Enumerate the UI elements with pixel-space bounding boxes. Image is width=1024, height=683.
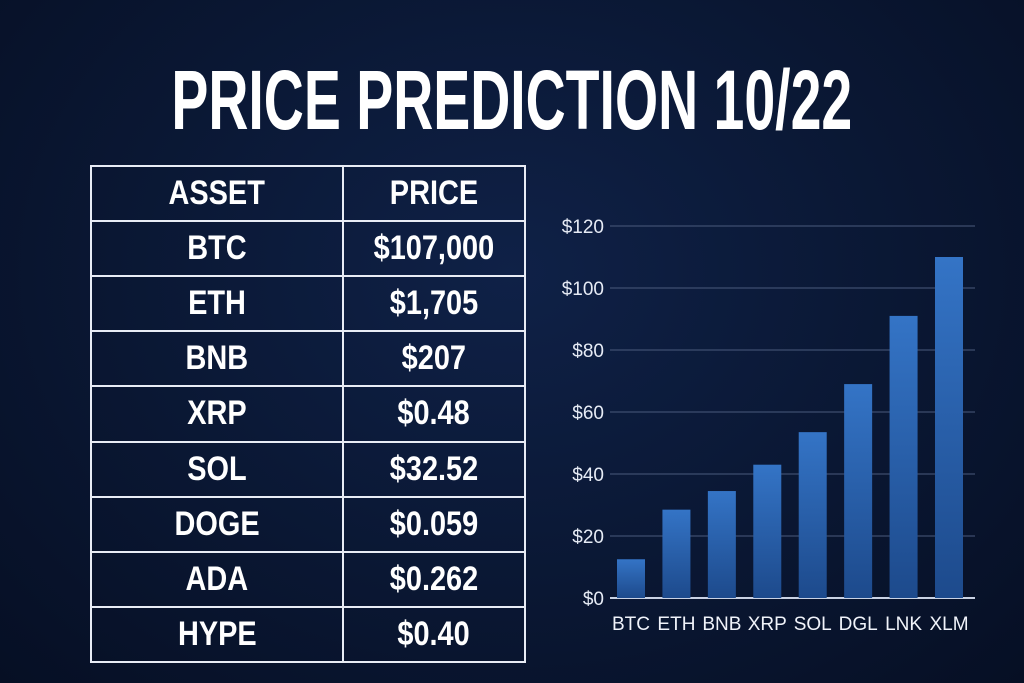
- price-cell: $207: [342, 330, 526, 388]
- table-row: ETH $1,705: [90, 275, 526, 333]
- asset-cell: SOL: [90, 440, 344, 498]
- bar: [844, 384, 873, 598]
- table-header-row: ASSET PRICE: [90, 164, 526, 223]
- table-row: ADA $0.262: [90, 550, 526, 608]
- bar: [753, 464, 782, 598]
- page-title: PRICE PREDICTION 10/22: [171, 53, 853, 147]
- asset-cell: BTC: [90, 220, 344, 278]
- asset-cell: ETH: [90, 275, 344, 333]
- asset-cell: BNB: [90, 330, 344, 388]
- table-row: BTC $107,000: [90, 220, 526, 278]
- x-tick-label: BTC: [612, 614, 650, 635]
- asset-cell: ADA: [90, 550, 344, 608]
- y-tick-label: $0: [583, 589, 604, 610]
- table-row: XRP $0.48: [90, 385, 526, 443]
- header-asset: ASSET: [90, 164, 344, 223]
- bar: [798, 432, 827, 598]
- bar: [662, 509, 691, 598]
- header-price: PRICE: [342, 164, 526, 223]
- bar: [617, 559, 645, 598]
- x-tick-label: XRP: [748, 614, 787, 635]
- price-cell: $0.40: [342, 605, 526, 664]
- bar: [935, 257, 963, 598]
- table-row: HYPE $0.40: [90, 605, 526, 664]
- asset-cell: DOGE: [90, 495, 344, 553]
- price-cell: $32.52: [342, 440, 526, 498]
- y-tick-label: $40: [572, 465, 604, 486]
- x-tick-label: BNB: [702, 614, 741, 635]
- table-row: DOGE $0.059: [90, 495, 526, 553]
- price-cell: $0.48: [342, 385, 526, 443]
- price-cell: $107,000: [342, 220, 526, 278]
- price-cell: $0.059: [342, 495, 526, 553]
- price-table: ASSET PRICE BTC $107,000 ETH $1,705 BNB $207 X…: [90, 164, 526, 664]
- x-tick-label: ETH: [657, 614, 695, 635]
- x-tick-label: LNK: [885, 614, 922, 635]
- asset-cell: XRP: [90, 385, 344, 443]
- y-tick-label: $60: [572, 403, 604, 424]
- x-tick-label: DGL: [839, 614, 878, 635]
- y-tick-label: $120: [562, 217, 604, 238]
- x-tick-label: XLM: [929, 614, 968, 635]
- bar: [889, 315, 918, 598]
- price-cell: $1,705: [342, 275, 526, 333]
- table-row: BNB $207: [90, 330, 526, 388]
- table-row: SOL $32.52: [90, 440, 526, 498]
- y-tick-label: $80: [572, 341, 604, 362]
- price-cell: $0.262: [342, 550, 526, 608]
- y-tick-label: $20: [572, 527, 604, 548]
- x-tick-label: SOL: [794, 614, 832, 635]
- y-tick-label: $100: [562, 279, 604, 300]
- asset-cell: HYPE: [90, 605, 344, 664]
- bar: [707, 491, 736, 598]
